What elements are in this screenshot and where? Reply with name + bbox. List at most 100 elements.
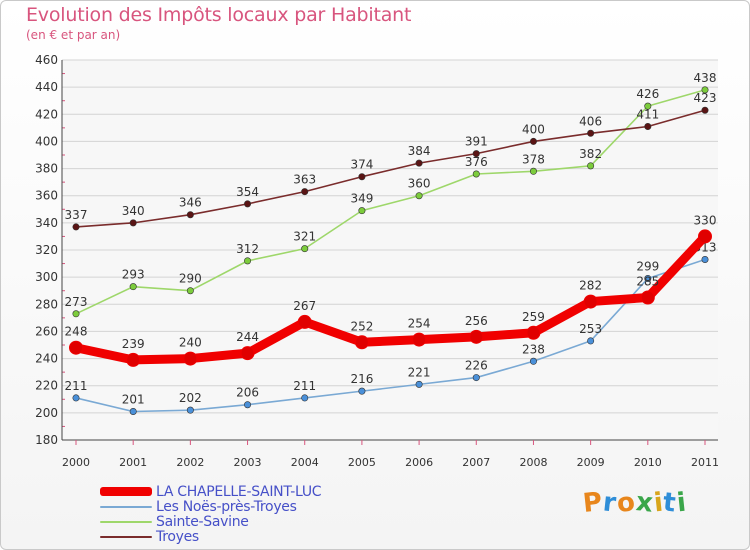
data-point-la-chapelle-saint-luc bbox=[526, 325, 541, 340]
y-tick-label: 420 bbox=[35, 107, 58, 121]
data-point-troyes bbox=[186, 211, 194, 219]
y-tick-label: 280 bbox=[35, 297, 58, 311]
legend-label: LA CHAPELLE-SAINT-LUC bbox=[156, 483, 322, 500]
legend-label: Les Noës-près-Troyes bbox=[156, 498, 297, 515]
data-point-les-no-s-pr-s-troyes bbox=[415, 380, 423, 388]
data-point-la-chapelle-saint-luc bbox=[297, 314, 312, 329]
data-label-troyes: 411 bbox=[636, 108, 659, 122]
x-tick-label: 2009 bbox=[577, 456, 605, 469]
legend-item: Sainte-Savine bbox=[100, 513, 321, 530]
data-point-sainte-savine bbox=[701, 86, 709, 94]
data-label-la-chapelle-saint-luc: 244 bbox=[236, 330, 259, 344]
data-point-les-no-s-pr-s-troyes bbox=[644, 274, 652, 282]
data-point-troyes bbox=[587, 129, 595, 137]
data-point-les-no-s-pr-s-troyes bbox=[358, 387, 366, 395]
data-point-la-chapelle-saint-luc bbox=[69, 340, 83, 355]
legend-item: Troyes bbox=[100, 528, 321, 545]
data-point-les-no-s-pr-s-troyes bbox=[301, 394, 309, 402]
y-tick-label: 260 bbox=[35, 324, 58, 338]
legend-swatch bbox=[100, 487, 152, 496]
data-label-les-no-s-pr-s-troyes: 211 bbox=[65, 379, 88, 393]
data-label-sainte-savine: 290 bbox=[179, 272, 202, 286]
data-label-la-chapelle-saint-luc: 282 bbox=[579, 279, 602, 293]
data-label-troyes: 423 bbox=[694, 91, 717, 105]
data-label-les-no-s-pr-s-troyes: 299 bbox=[636, 260, 659, 274]
y-tick-label: 200 bbox=[35, 406, 58, 420]
data-label-la-chapelle-saint-luc: 285 bbox=[636, 275, 659, 289]
legend-label: Sainte-Savine bbox=[156, 513, 249, 530]
data-label-sainte-savine: 321 bbox=[293, 230, 316, 244]
proxiti-logo: Proxiti bbox=[581, 487, 688, 519]
data-point-les-no-s-pr-s-troyes bbox=[72, 394, 80, 402]
x-tick-label: 2008 bbox=[519, 456, 547, 469]
data-label-les-no-s-pr-s-troyes: 253 bbox=[579, 322, 602, 336]
data-label-sainte-savine: 273 bbox=[65, 295, 88, 309]
data-label-troyes: 406 bbox=[579, 114, 602, 128]
data-label-les-no-s-pr-s-troyes: 202 bbox=[179, 391, 202, 405]
data-point-la-chapelle-saint-luc bbox=[240, 346, 255, 361]
x-tick-label: 2000 bbox=[62, 456, 90, 469]
data-point-troyes bbox=[244, 200, 252, 208]
data-label-les-no-s-pr-s-troyes: 211 bbox=[293, 379, 316, 393]
x-tick-label: 2006 bbox=[405, 456, 433, 469]
legend-item: Les Noës-près-Troyes bbox=[100, 498, 321, 515]
data-point-la-chapelle-saint-luc bbox=[354, 335, 369, 350]
series-line-troyes bbox=[75, 109, 706, 228]
data-label-troyes: 337 bbox=[65, 208, 88, 222]
data-point-la-chapelle-saint-luc bbox=[183, 351, 198, 366]
data-label-la-chapelle-saint-luc: 330 bbox=[694, 213, 717, 227]
data-point-troyes bbox=[644, 123, 652, 131]
x-tick-label: 2003 bbox=[234, 456, 262, 469]
x-tick-label: 2001 bbox=[119, 456, 147, 469]
data-label-les-no-s-pr-s-troyes: 238 bbox=[522, 342, 545, 356]
data-label-la-chapelle-saint-luc: 267 bbox=[293, 299, 316, 313]
data-point-troyes bbox=[701, 106, 709, 114]
data-label-les-no-s-pr-s-troyes: 206 bbox=[236, 386, 259, 400]
series-line-la-chapelle-saint-luc bbox=[71, 231, 710, 365]
data-point-sainte-savine bbox=[644, 102, 652, 110]
y-tick-label: 360 bbox=[35, 189, 58, 203]
data-point-la-chapelle-saint-luc bbox=[469, 329, 484, 344]
legend-swatch bbox=[100, 535, 152, 538]
y-tick-label: 460 bbox=[35, 53, 58, 67]
series-line-sainte-savine bbox=[75, 89, 706, 315]
data-point-les-no-s-pr-s-troyes bbox=[129, 407, 137, 415]
data-label-troyes: 363 bbox=[293, 173, 316, 187]
data-point-sainte-savine bbox=[301, 245, 309, 253]
data-label-les-no-s-pr-s-troyes: 216 bbox=[350, 372, 373, 386]
data-point-la-chapelle-saint-luc bbox=[126, 352, 141, 367]
data-point-troyes bbox=[415, 159, 423, 167]
data-point-les-no-s-pr-s-troyes bbox=[587, 337, 595, 345]
legend-label: Troyes bbox=[156, 528, 199, 545]
data-label-sainte-savine: 426 bbox=[636, 87, 659, 101]
data-label-sainte-savine: 349 bbox=[350, 192, 373, 206]
data-point-sainte-savine bbox=[587, 162, 595, 170]
data-point-la-chapelle-saint-luc bbox=[698, 229, 712, 244]
data-point-la-chapelle-saint-luc bbox=[583, 294, 598, 309]
data-label-troyes: 346 bbox=[179, 196, 202, 210]
y-tick-label: 320 bbox=[35, 243, 58, 257]
y-tick-label: 340 bbox=[35, 216, 58, 230]
data-label-la-chapelle-saint-luc: 239 bbox=[122, 337, 145, 351]
data-label-troyes: 384 bbox=[408, 144, 431, 158]
data-label-la-chapelle-saint-luc: 252 bbox=[350, 319, 373, 333]
data-label-troyes: 391 bbox=[465, 135, 488, 149]
data-label-sainte-savine: 438 bbox=[694, 71, 717, 85]
y-tick-label: 300 bbox=[35, 270, 58, 284]
chart-title: Evolution des Impôts locaux par Habitant bbox=[26, 4, 412, 26]
data-point-troyes bbox=[72, 223, 80, 231]
data-label-sainte-savine: 293 bbox=[122, 268, 145, 282]
data-label-la-chapelle-saint-luc: 254 bbox=[408, 317, 431, 331]
y-tick-label: 400 bbox=[35, 134, 58, 148]
x-tick-label: 2004 bbox=[291, 456, 319, 469]
data-point-sainte-savine bbox=[358, 207, 366, 215]
data-label-les-no-s-pr-s-troyes: 226 bbox=[465, 359, 488, 373]
x-tick-label: 2002 bbox=[176, 456, 204, 469]
data-label-sainte-savine: 382 bbox=[579, 147, 602, 161]
data-label-troyes: 374 bbox=[350, 158, 373, 172]
data-point-troyes bbox=[472, 150, 480, 158]
data-label-sainte-savine: 376 bbox=[465, 155, 488, 169]
data-label-la-chapelle-saint-luc: 240 bbox=[179, 336, 202, 350]
data-label-troyes: 340 bbox=[122, 204, 145, 218]
chart-subtitle: (en € et par an) bbox=[26, 28, 121, 42]
